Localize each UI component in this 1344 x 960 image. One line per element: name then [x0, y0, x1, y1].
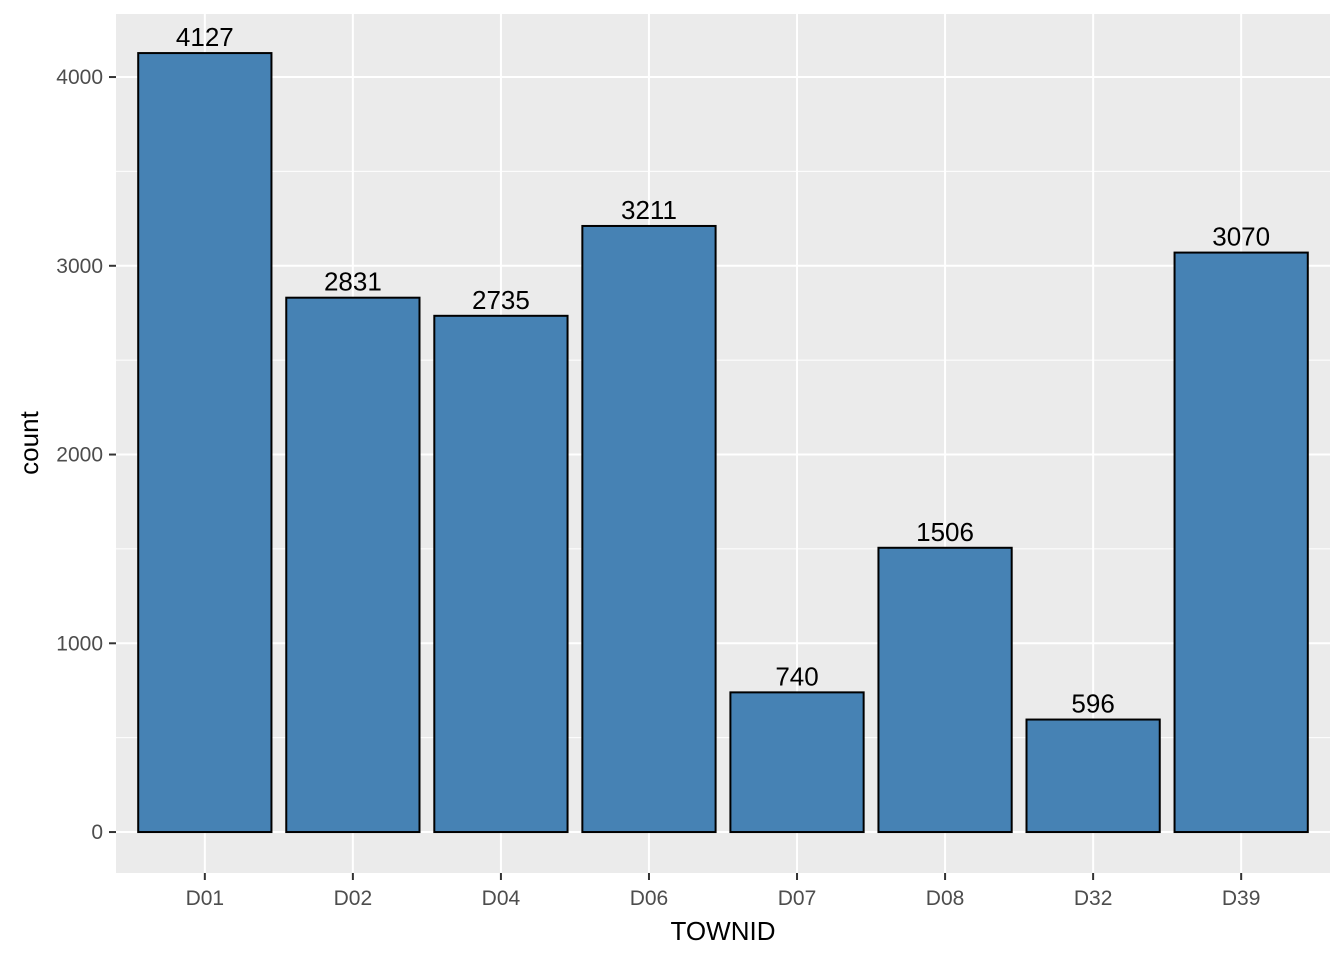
bars: [137, 52, 1309, 834]
data-label-d02: 2831: [324, 267, 382, 297]
x-tick-label: D02: [334, 887, 373, 910]
y-tick-label: 3000: [56, 255, 103, 278]
y-axis-title: count: [14, 410, 44, 474]
bar-d08: [877, 546, 1013, 834]
data-label-d07: 740: [775, 661, 818, 691]
bar-d02: [285, 296, 421, 834]
x-tick-label: D39: [1222, 887, 1261, 910]
x-tick-label: D32: [1074, 887, 1113, 910]
data-label-d32: 596: [1071, 689, 1114, 719]
bar-d07: [729, 691, 865, 834]
bar-d01: [137, 52, 273, 834]
data-label-d04: 2735: [472, 285, 530, 315]
y-tick-label: 2000: [56, 444, 103, 467]
x-tick-label: D08: [926, 887, 965, 910]
bar-d04: [433, 314, 569, 834]
y-tick-label: 0: [91, 821, 103, 844]
data-label-d08: 1506: [916, 517, 974, 547]
x-axis-title: TOWNID: [671, 916, 776, 946]
x-tick-label: D01: [186, 887, 225, 910]
data-label-d06: 3211: [621, 195, 677, 225]
y-tick-label: 1000: [56, 632, 103, 655]
x-axis: D01 D02 D04 D06 D07 D08 D32 D39: [186, 873, 1261, 910]
bar-d32: [1025, 718, 1161, 834]
x-tick-label: D06: [630, 887, 669, 910]
x-tick-label: D07: [778, 887, 817, 910]
y-tick-label: 4000: [56, 66, 103, 89]
bar-d39: [1173, 251, 1309, 834]
data-label-d39: 3070: [1212, 222, 1270, 252]
bar-d06: [581, 224, 717, 834]
data-labels: 4127 2831 2735 3211 740 1506 596 3070: [176, 22, 1270, 718]
y-axis: 0 1000 2000 3000 4000: [56, 66, 116, 844]
data-label-d01: 4127: [176, 22, 234, 52]
x-tick-label: D04: [482, 887, 521, 910]
